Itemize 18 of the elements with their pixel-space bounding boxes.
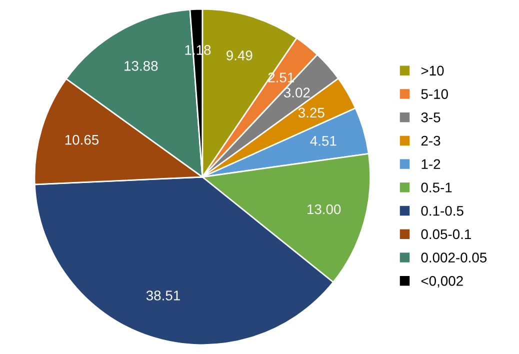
legend-label: 0.002-0.05	[421, 252, 487, 262]
data-label: 13.00	[308, 204, 341, 214]
data-label: 4.51	[310, 136, 336, 146]
data-label: 9.49	[226, 50, 252, 60]
legend-label: 3-5	[421, 112, 440, 122]
legend-label: 0.1-0.5	[421, 206, 464, 216]
data-label: 38.51	[146, 290, 180, 300]
legend-label: 0.05-0.1	[421, 229, 471, 240]
legend-label: >10	[421, 66, 444, 76]
legend-label: 1-2	[422, 159, 440, 169]
legend-label: 0.5-1	[421, 182, 452, 192]
data-label: 13.88	[124, 60, 158, 71]
data-label: 3.02	[284, 88, 310, 98]
legend-label: <0,002	[421, 276, 463, 288]
legend-label: 5-10	[421, 89, 448, 99]
data-label: 10.65	[65, 134, 99, 145]
legend-label: 2-3	[421, 136, 440, 146]
data-label: 3.25	[298, 108, 324, 118]
